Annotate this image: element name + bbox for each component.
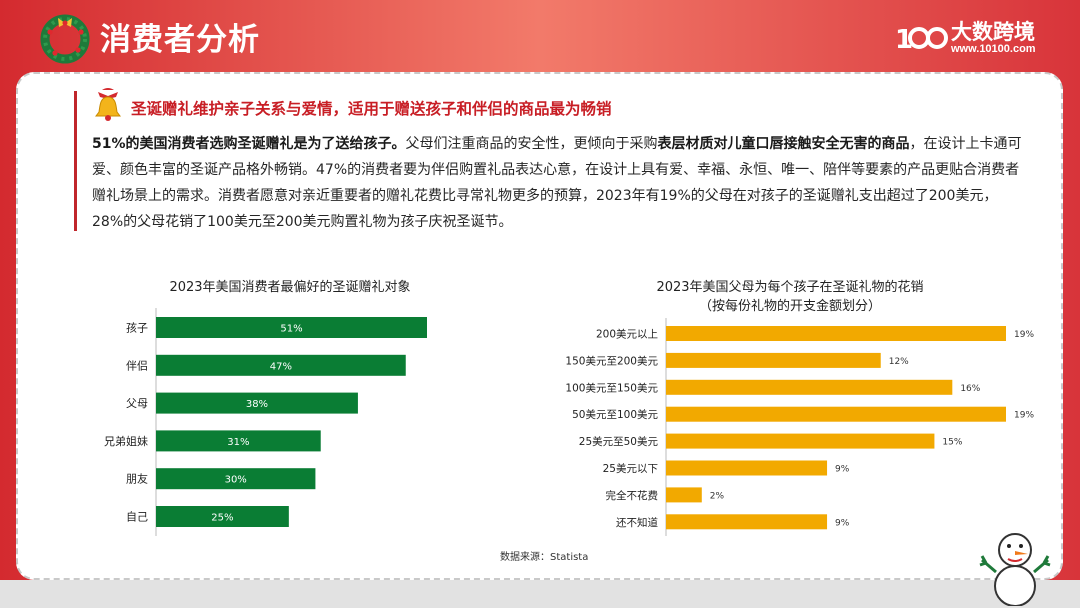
snowman-icon (979, 533, 1051, 606)
logo-mark-icon: 1 (895, 25, 948, 55)
chart1-category-label: 兄弟姐妹 (104, 434, 148, 448)
chart1-category-label: 朋友 (126, 472, 148, 486)
chart2-value-label: 9% (835, 465, 850, 475)
chart2-value-label: 15% (942, 438, 962, 448)
chart2-bar (666, 406, 1006, 422)
chart1-bar (156, 392, 358, 414)
chart2-bar (666, 433, 935, 449)
chart1-bar (156, 506, 289, 527)
chart1-value-label: 31% (227, 437, 249, 448)
chart1-bar (156, 468, 316, 490)
chart1: 孩子 51% 伴侣 47% 父母 38% 兄弟姐妹 31% 朋友 30% 自己 25% (104, 308, 427, 536)
wreath-icon (40, 14, 90, 64)
para-bold-2: 表层材质对儿童口唇接触安全无害的商品 (657, 136, 910, 152)
chart1-value-label: 47% (270, 361, 292, 372)
chart2-category-label: 50美元至100美元 (572, 408, 658, 421)
chart2-value-label: 16% (960, 384, 980, 394)
chart2-bar (666, 487, 702, 503)
chart1-category-label: 自己 (126, 511, 148, 524)
chart2-category-label: 25美元至50美元 (579, 435, 659, 448)
logo-url: www.10100.com (951, 43, 1036, 55)
chart2-bar (666, 379, 953, 395)
svg-text:1: 1 (895, 25, 913, 55)
chart1-value-label: 51% (280, 324, 302, 335)
chart2-category-label: 完全不花费 (606, 489, 659, 502)
chart2-bar (666, 514, 828, 530)
chart1-value-label: 38% (246, 399, 268, 410)
chart2-bar (666, 352, 881, 368)
chart2-category-label: 还不知道 (616, 516, 658, 529)
chart1-value-label: 25% (211, 513, 233, 524)
chart2-subtitle: （按每份礼物的开支金额划分） (698, 299, 881, 314)
para-text-2: ，在设计上卡通可爱、颜色丰富的圣诞产品格外畅销。47%的消费者要为伴侣购置礼品表… (92, 136, 1022, 230)
chart2-value-label: 2% (710, 491, 725, 501)
chart2-value-label: 9% (835, 518, 850, 528)
logo-text: 大数跨境 (951, 20, 1035, 44)
chart2-value-label: 19% (1014, 330, 1034, 340)
brand-logo: 1 大数跨境 www.10100.com (893, 12, 1053, 62)
chart1-bar (156, 430, 321, 452)
chart2-bar (666, 460, 828, 476)
chart1-category-label: 伴侣 (126, 358, 148, 372)
chart1-bar (156, 354, 406, 376)
intro-paragraph: 51%的美国消费者选购圣诞赠礼是为了送给孩子。父母们注重商品的安全性，更倾向于采… (92, 131, 1027, 235)
para-bold-1: 51%的美国消费者选购圣诞赠礼是为了送给孩子。 (92, 136, 406, 152)
chart1-bar (156, 317, 427, 338)
chart2-bar (666, 326, 1006, 341)
chart1-title: 2023年美国消费者最偏好的圣诞赠礼对象 (169, 280, 411, 295)
headline: 圣诞赠礼维护亲子关系与爱情，适用于赠送孩子和伴侣的商品最为畅销 (131, 100, 612, 118)
chart2-value-label: 12% (889, 357, 909, 367)
chart2-category-label: 200美元以上 (596, 328, 658, 341)
snow-strip (0, 580, 1080, 608)
chart2-category-label: 25美元以下 (603, 462, 658, 475)
chart2-category-label: 100美元至150美元 (565, 381, 658, 394)
chart1-value-label: 30% (225, 475, 247, 486)
chart2: 200美元以上 19% 150美元至200美元 12% 100美元至150美元 16% 50… (565, 318, 1034, 536)
para-text-1: 父母们注重商品的安全性，更倾向于采购 (405, 136, 658, 152)
chart2-category-label: 150美元至200美元 (565, 354, 658, 367)
chart1-category-label: 孩子 (126, 322, 148, 335)
accent-bar (74, 91, 77, 231)
chart1-category-label: 父母 (126, 397, 148, 410)
chart2-title: 2023年美国父母为每个孩子在圣诞礼物的花销 (656, 280, 924, 295)
bell-icon (95, 88, 121, 121)
chart2-value-label: 19% (1014, 411, 1034, 421)
source-note: 数据来源：Statista (500, 552, 589, 563)
page-title: 消费者分析 (100, 22, 260, 58)
